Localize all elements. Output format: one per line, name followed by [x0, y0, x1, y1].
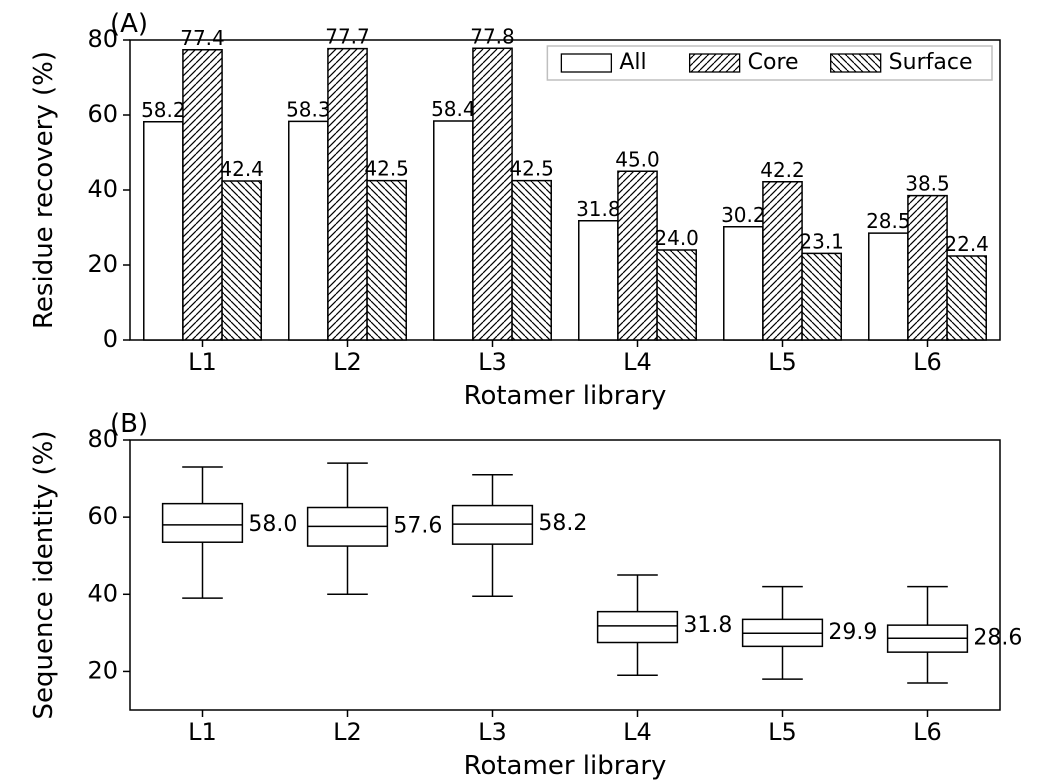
legend-swatch [831, 54, 881, 72]
bar-value-label: 77.8 [470, 24, 515, 48]
panel-b-ylabel: Sequence identity (%) [29, 431, 59, 720]
bar [657, 250, 696, 340]
bar-value-label: 58.4 [431, 97, 476, 121]
panel-a-ylabel: Residue recovery (%) [29, 51, 59, 329]
panel-b-ytick-label: 80 [87, 425, 118, 453]
panel-a-xtick-label: L5 [768, 348, 797, 376]
panel-b-xtick-label: L4 [623, 718, 652, 746]
bar [473, 48, 512, 340]
bar-value-label: 77.7 [325, 25, 370, 49]
panel-b-frame [130, 440, 1000, 710]
panel-b-xlabel: Rotamer library [464, 751, 667, 781]
bar-value-label: 77.4 [180, 26, 225, 50]
panel-a-xtick-label: L3 [478, 348, 507, 376]
panel-a-xtick-label: L2 [333, 348, 362, 376]
bar [512, 181, 551, 340]
box-median-label: 57.6 [393, 513, 442, 538]
legend-label: Core [748, 50, 799, 75]
panel-b: (B)20406080Sequence identity (%)L1L2L3L4… [29, 409, 1022, 781]
panel-a-ytick-label: 0 [103, 325, 118, 353]
box-median-label: 58.0 [248, 512, 297, 537]
legend-label: All [619, 50, 646, 75]
bar [724, 227, 763, 340]
bar [222, 181, 261, 340]
bar-value-label: 28.5 [866, 209, 911, 233]
legend-swatch [690, 54, 740, 72]
panel-b-ytick-label: 40 [87, 579, 118, 607]
bar [579, 221, 618, 340]
bar-value-label: 38.5 [905, 172, 950, 196]
box-median-label: 31.8 [683, 613, 732, 638]
panel-a-ytick-label: 80 [87, 25, 118, 53]
panel-b-ytick-label: 20 [87, 656, 118, 684]
bar [947, 256, 986, 340]
panel-b-xtick-label: L5 [768, 718, 797, 746]
bar-value-label: 23.1 [799, 229, 844, 253]
bar-value-label: 22.4 [944, 232, 989, 256]
box-median-label: 28.6 [973, 625, 1022, 650]
bar-value-label: 24.0 [654, 226, 699, 250]
bar [802, 253, 841, 340]
panel-b-xtick-label: L1 [188, 718, 217, 746]
panel-a-xtick-label: L6 [913, 348, 942, 376]
panel-a-xtick-label: L4 [623, 348, 652, 376]
figure: (A)020406080Residue recovery (%)L1L2L3L4… [0, 0, 1050, 782]
panel-a-ytick-label: 60 [87, 100, 118, 128]
panel-a-xtick-label: L1 [188, 348, 217, 376]
bar [289, 121, 328, 340]
bar [183, 50, 222, 340]
bar [618, 171, 657, 340]
legend-label: Surface [889, 50, 973, 75]
bar-value-label: 42.5 [364, 157, 409, 181]
panel-a-xlabel: Rotamer library [464, 381, 667, 411]
panel-b-xtick-label: L2 [333, 718, 362, 746]
bar [434, 121, 473, 340]
bar [328, 49, 367, 340]
figure-svg: (A)020406080Residue recovery (%)L1L2L3L4… [0, 0, 1050, 782]
box-median-label: 58.2 [538, 511, 587, 536]
bar [869, 233, 908, 340]
panel-b-xtick-label: L3 [478, 718, 507, 746]
panel-a-ytick-label: 40 [87, 175, 118, 203]
bar-value-label: 31.8 [576, 197, 621, 221]
bar-value-label: 45.0 [615, 147, 660, 171]
panel-b-xtick-label: L6 [913, 718, 942, 746]
bar-value-label: 58.3 [286, 97, 331, 121]
bar [367, 181, 406, 340]
bar-value-label: 42.2 [760, 158, 805, 182]
bar [763, 182, 802, 340]
legend-swatch [561, 54, 611, 72]
bar-value-label: 42.4 [219, 157, 264, 181]
bar-value-label: 30.2 [721, 203, 766, 227]
panel-a-ytick-label: 20 [87, 250, 118, 278]
panel-b-ytick-label: 60 [87, 502, 118, 530]
box-median-label: 29.9 [828, 620, 877, 645]
box [598, 612, 678, 643]
panel-a: (A)020406080Residue recovery (%)L1L2L3L4… [29, 9, 1000, 411]
bar-value-label: 42.5 [509, 157, 554, 181]
bar [908, 196, 947, 340]
box [163, 504, 243, 543]
bar [144, 122, 183, 340]
bar-value-label: 58.2 [141, 98, 186, 122]
box [453, 506, 533, 545]
